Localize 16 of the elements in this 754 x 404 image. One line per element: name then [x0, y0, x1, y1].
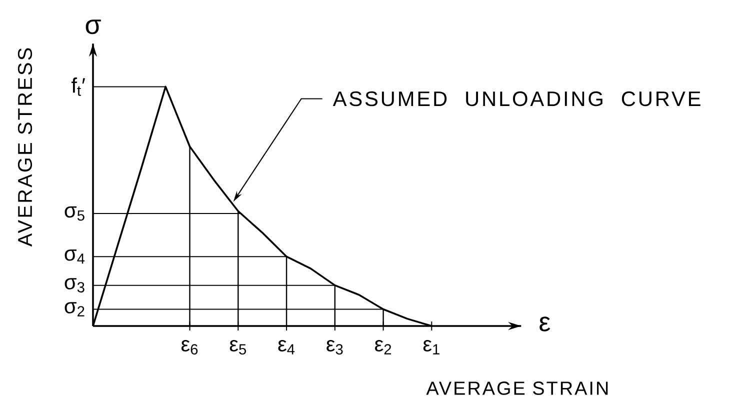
- annotation: ASSUMED UNLOADING CURVE: [332, 91, 700, 106]
- text: σ: [86, 20, 101, 34]
- x-tick-label: ε$_{1}$: [423, 340, 440, 354]
- x-tick-label: ε$_{4}$: [278, 340, 295, 354]
- ref-line-label: σ$_{5}$: [64, 206, 84, 221]
- x-axis-title: AVERAGE STRAIN: [426, 382, 608, 395]
- ref-line-label: σ$_{2}$: [64, 302, 84, 316]
- ref-line-label: f$_{t}$′: [71, 78, 86, 96]
- x-tick-label: ε$_{5}$: [230, 340, 246, 355]
- ref-line-label: σ$_{4}$: [64, 250, 85, 264]
- x-tick-label: ε$_{6}$: [181, 340, 198, 355]
- ref-line-label: σ$_{3}$: [64, 278, 84, 292]
- x-tick-label: ε$_{3}$: [326, 340, 343, 355]
- x-tick-label: ε$_{2}$: [375, 340, 392, 354]
- text: ε: [540, 316, 550, 332]
- y-axis-title: AVERAGE STRESS: [18, 48, 32, 247]
